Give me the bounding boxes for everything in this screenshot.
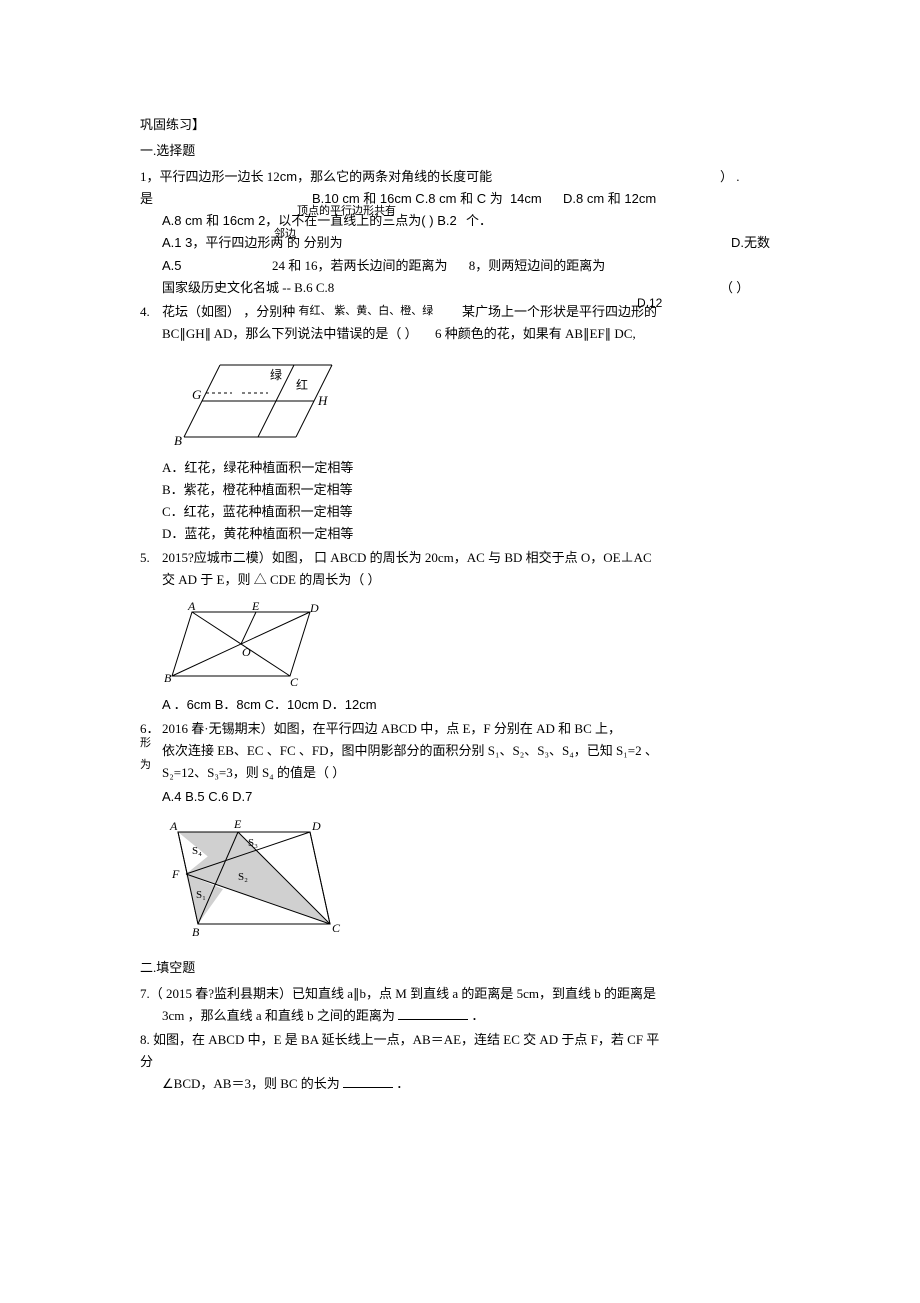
svg-text:B: B xyxy=(192,925,200,939)
q5: 5. 2015?应城市二模）如图， 口 ABCD 的周长为 20cm，AC 与 … xyxy=(140,547,780,715)
svg-text:E: E xyxy=(251,599,260,613)
q4-text-mid: 某广场上一个形状是平行四边形的 xyxy=(462,301,657,323)
q8-line2a: ∠BCD，AB＝3，则 BC 的长为 xyxy=(162,1076,340,1091)
q6-line2: 依次连接 EB、EC 、FC 、FD，图中阴影部分的面积分别 S₁、S₂、S₃、… xyxy=(162,743,658,758)
q6-line1: 2016 春·无锡期末）如图，在平行四边 ABCD 中，点 E，F 分别在 AD… xyxy=(162,718,780,740)
q5-figure: A E D B C O xyxy=(162,598,780,688)
q6: 6． 2016 春·无锡期末）如图，在平行四边 ABCD 中，点 E，F 分别在… xyxy=(140,718,780,939)
q4-optB: B．紫花，橙花种植面积一定相等 xyxy=(140,479,780,501)
q1-city: 国家级历史文化名城 -- B.6 C.8 xyxy=(162,280,334,295)
q6-opts: A.4 B.5 C.6 D.7 xyxy=(140,786,780,808)
q7-blank[interactable] xyxy=(398,1007,468,1020)
q4-optD: D．蓝花，黄花种植面积一定相等 xyxy=(140,523,780,545)
section-2-title: 二.填空题 xyxy=(140,957,780,979)
svg-text:G: G xyxy=(192,387,202,402)
q8-line1: 8. 如图，在 ABCD 中，E 是 BA 延长线上一点，AB＝AE，连结 EC… xyxy=(140,1029,780,1051)
svg-text:E: E xyxy=(233,817,242,831)
q5-line1: 2015?应城市二模）如图， 口 ABCD 的周长为 20cm，AC 与 BD … xyxy=(162,547,780,569)
svg-text:H: H xyxy=(317,393,328,408)
q7-line2a: 3cm ，那么直线 a 和直线 b 之间的距离为 xyxy=(162,1008,395,1023)
q1-text-a: 1，平行四边形一边长 12 xyxy=(140,169,280,184)
q6-figure: A E D F B C S₄ S₃ S₂ S₁ xyxy=(148,814,780,939)
q1-eight: 8，则两短边间的距离为 xyxy=(469,258,606,273)
q1-shi: 是 xyxy=(140,188,162,210)
svg-text:B: B xyxy=(174,433,182,448)
q4-text-c: 6 种颜色的花，如果有 AB∥EF∥ DC, xyxy=(435,326,636,341)
q1: 1，平行四边形一边长 12cm，那么它的两条对角线的长度可能 ） . 是 B.1… xyxy=(140,166,780,299)
q1-cm: cm xyxy=(280,169,297,184)
q5-num: 5. xyxy=(140,547,162,569)
q4-optA: A．红花，绿花种植面积一定相等 xyxy=(140,457,780,479)
q8-fen: 分 xyxy=(140,1051,780,1073)
q8-blank[interactable] xyxy=(343,1076,393,1089)
q1-text-b: ，那么它的两条对角线的长度可能 xyxy=(297,169,492,184)
svg-text:红: 红 xyxy=(296,377,308,392)
q6-line3: S₂=12、S₃=3，则 S₄ 的值是（ ） xyxy=(162,765,345,780)
svg-text:S₄: S₄ xyxy=(192,845,202,857)
svg-text:D: D xyxy=(311,819,321,833)
q4-num: 4. xyxy=(140,301,162,323)
q4-text-a2: 有红、 紫、黄、白、橙、绿 xyxy=(299,305,434,317)
q1-lin: 邻边 xyxy=(274,225,296,244)
svg-text:B: B xyxy=(164,671,172,685)
q6-l3a: 为 xyxy=(140,756,151,775)
q7-line1: 7.（ 2015 春?监利县期末）已知直线 a∥b，点 M 到直线 a 的距离是… xyxy=(140,983,780,1005)
q4: 4. 花坛（如图） ，分别种 有红、 紫、黄、白、橙、绿 某广场上一个形状是平行… xyxy=(140,301,780,546)
q8-line2end: ． xyxy=(396,1076,409,1091)
q4-text-a: 花坛（如图） ，分别种 xyxy=(162,304,299,319)
svg-text:A: A xyxy=(187,599,196,613)
q4-optC: C．红花，蓝花种植面积一定相等 xyxy=(140,501,780,523)
q1-extra: 顶点的平行边形共有 xyxy=(297,202,396,221)
svg-text:C: C xyxy=(332,921,341,935)
practice-header: 巩固练习】 xyxy=(140,114,780,136)
q1-A1: A.1 3，平行四边形两 的 分别为 xyxy=(162,235,343,250)
q5-line2: 交 AD 于 E，则 △ CDE 的周长为（ ） xyxy=(140,569,780,591)
svg-text:C: C xyxy=(290,675,299,688)
q1-D: D.无数 xyxy=(731,232,770,254)
svg-text:绿: 绿 xyxy=(270,367,282,382)
q7-line2end: ． xyxy=(471,1008,484,1023)
svg-text:F: F xyxy=(171,867,180,881)
q1-optD: D.8 cm 和 12cm xyxy=(563,191,656,206)
svg-text:S₁: S₁ xyxy=(196,889,206,901)
q6-l2a: 形 xyxy=(140,734,151,753)
q5-opts: A ．6cm B．8cm C．10cm D．12cm xyxy=(140,694,780,716)
svg-text:S₃: S₃ xyxy=(248,837,258,849)
q4-figure: G H B 绿 红 xyxy=(162,351,780,451)
section-1-title: 一.选择题 xyxy=(140,140,780,162)
q7: 7.（ 2015 春?监利县期末）已知直线 a∥b，点 M 到直线 a 的距离是… xyxy=(140,983,780,1027)
svg-text:S₂: S₂ xyxy=(238,871,248,883)
q1-mid: 24 和 16，若两长边间的距离为 xyxy=(272,258,448,273)
svg-text:D: D xyxy=(309,601,319,615)
q1-paren: ） . xyxy=(720,166,780,188)
q1-14cm: 14cm xyxy=(510,191,542,206)
q4-d12: D.12 xyxy=(637,293,662,313)
q1-paren2: （ ） xyxy=(720,277,780,299)
svg-text:O: O xyxy=(242,645,251,659)
q1-ge: 个． xyxy=(466,213,492,228)
q8: 8. 如图，在 ABCD 中，E 是 BA 延长线上一点，AB＝AE，连结 EC… xyxy=(140,1029,780,1095)
svg-text:A: A xyxy=(169,819,178,833)
q1-A5: A.5 xyxy=(162,255,272,277)
q4-text-b: BC∥GH∥ AD，那么下列说法中错误的是（ ） xyxy=(162,326,418,341)
